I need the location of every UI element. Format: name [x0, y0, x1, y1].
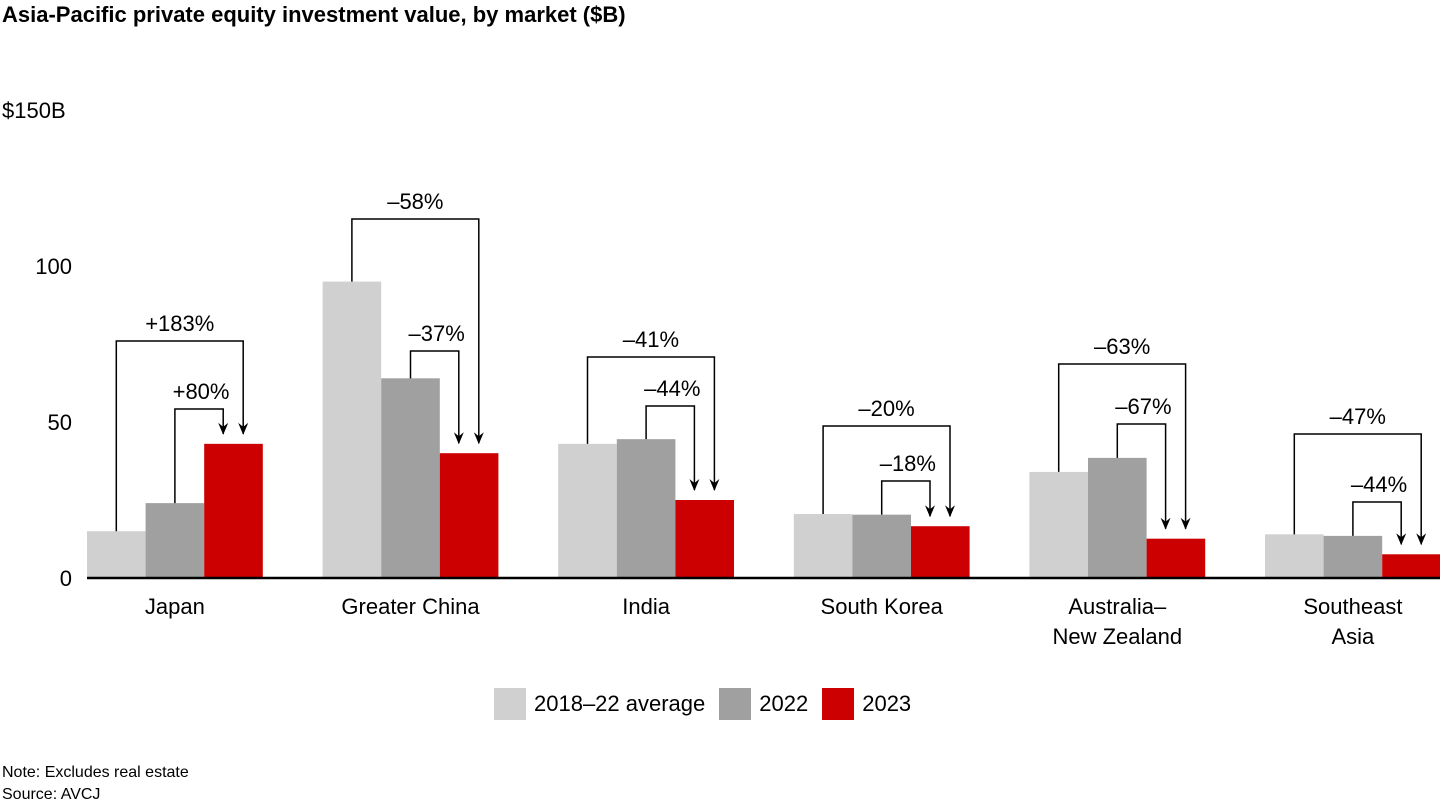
bar-2-3	[911, 526, 970, 578]
bracket-vs-2022	[880, 480, 935, 518]
legend-swatch-average	[494, 688, 526, 720]
legend-label-2022: 2022	[759, 691, 809, 716]
bar-0-5	[1265, 534, 1324, 578]
chart-title: Asia-Pacific private equity investment v…	[2, 2, 626, 27]
bracket-vs-2022	[1116, 423, 1171, 530]
bar-0-2	[558, 443, 617, 578]
bracket-vs-2022	[645, 405, 700, 491]
bracket-vs-2022	[409, 350, 464, 445]
annotation-vs-average: –41%	[623, 327, 679, 352]
bracket-vs-average	[115, 340, 249, 532]
bar-1-4	[1088, 457, 1147, 578]
bar-2-4	[1146, 538, 1206, 578]
category-label: India	[622, 594, 670, 619]
annotation-vs-2022: –37%	[409, 321, 465, 346]
bar-0-1	[322, 281, 382, 578]
y-tick-label: $150B	[2, 98, 66, 123]
bar-0-0	[87, 531, 146, 578]
bar-2-5	[1382, 554, 1440, 578]
bracket-vs-2022	[174, 408, 229, 504]
bar-1-5	[1323, 535, 1383, 578]
annotation-vs-2022: –44%	[644, 376, 700, 401]
annotation-vs-2022: –18%	[880, 451, 936, 476]
bar-1-1	[381, 378, 440, 578]
y-tick-label: 100	[35, 254, 72, 279]
category-label: Asia	[1332, 624, 1376, 649]
bar-1-0	[145, 503, 205, 578]
bar-chart: +183% +80% –58% –37% –41% –44% –20% –18% –63% –67…	[2, 98, 1440, 649]
annotation-vs-average: –47%	[1330, 404, 1386, 429]
category-label: Greater China	[341, 594, 480, 619]
category-label: Australia–	[1068, 594, 1167, 619]
bracket-vs-average	[1057, 363, 1191, 530]
category-label: Southeast	[1303, 594, 1402, 619]
note: Note: Excludes real estate	[2, 764, 189, 781]
bracket-vs-average	[1293, 433, 1427, 546]
legend-label-2023: 2023	[862, 691, 912, 716]
bar-1-3	[852, 514, 911, 578]
y-tick-label: 0	[60, 566, 72, 591]
bar-0-4	[1029, 471, 1088, 578]
annotation-vs-average: +183%	[145, 311, 214, 336]
bracket-vs-average	[351, 218, 484, 445]
category-label: Japan	[145, 594, 205, 619]
annotation-vs-2022: –67%	[1115, 394, 1171, 419]
legend-swatch-2023	[822, 688, 855, 720]
category-label: New Zealand	[1052, 624, 1182, 649]
annotation-vs-average: –58%	[387, 189, 443, 214]
bar-2-0	[204, 443, 263, 578]
annotation-vs-2022: –44%	[1351, 472, 1407, 497]
bracket-vs-average	[586, 356, 720, 491]
legend-swatch-2022	[719, 688, 752, 720]
source: Source: AVCJ	[2, 786, 101, 803]
bracket-vs-average	[822, 425, 955, 518]
legend: 2018–22 average 2022 2023	[494, 688, 911, 720]
legend-label-average: 2018–22 average	[534, 691, 706, 716]
y-tick-label: 50	[48, 410, 72, 435]
bar-1-2	[616, 439, 676, 578]
bracket-vs-2022	[1352, 501, 1407, 546]
bar-0-3	[793, 514, 853, 578]
annotation-vs-2022: +80%	[173, 379, 230, 404]
bar-2-1	[439, 453, 499, 578]
category-label: South Korea	[821, 594, 944, 619]
annotation-vs-average: –63%	[1094, 334, 1150, 359]
bar-2-2	[675, 500, 734, 578]
annotation-vs-average: –20%	[858, 396, 914, 421]
